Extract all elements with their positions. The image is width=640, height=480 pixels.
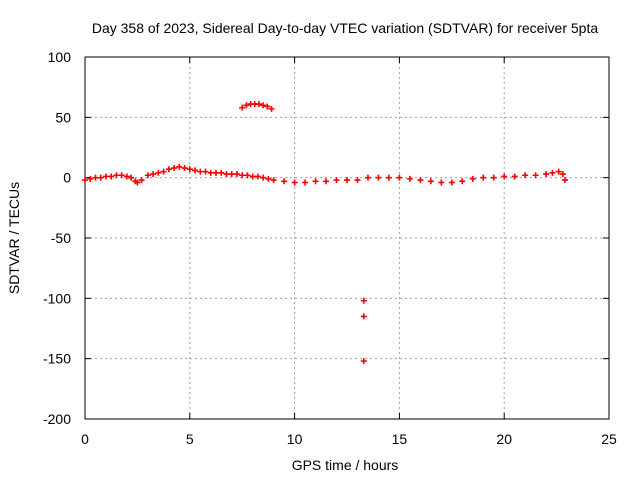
data-point (360, 313, 367, 320)
data-point (118, 172, 125, 179)
data-point (87, 175, 94, 182)
data-point (207, 169, 214, 176)
data-point (160, 168, 167, 175)
data-point (385, 174, 392, 181)
data-point (268, 105, 275, 112)
y-tick-label: 0 (63, 170, 71, 186)
data-point (144, 172, 151, 179)
data-point (264, 103, 271, 110)
data-point (197, 168, 204, 175)
data-point (549, 169, 556, 176)
data-point (239, 172, 246, 179)
data-point (501, 173, 508, 180)
data-point (202, 168, 209, 175)
data-point (186, 166, 193, 173)
data-point (364, 174, 371, 181)
data-point (532, 172, 539, 179)
data-point (265, 175, 272, 182)
data-point (559, 171, 566, 178)
data-point (150, 171, 157, 178)
x-axis-label: GPS time / hours (292, 457, 399, 473)
data-point (375, 174, 382, 181)
data-point (176, 163, 183, 170)
y-axis-label: SDTVAR / TECUs (6, 182, 22, 294)
data-point (312, 178, 319, 185)
grid (85, 57, 609, 419)
data-point (213, 169, 219, 176)
data-point (438, 179, 445, 186)
data-point (417, 177, 424, 184)
data-point (243, 102, 250, 109)
data-point (480, 174, 487, 181)
x-tick-label: 0 (81, 431, 89, 447)
data-point (102, 173, 109, 180)
data-point (123, 173, 130, 180)
data-point (344, 177, 350, 184)
data-point (543, 171, 550, 178)
data-point (155, 169, 162, 176)
chart-title: Day 358 of 2023, Sidereal Day-to-day VTE… (92, 20, 599, 36)
data-point (92, 174, 99, 181)
data-point (333, 177, 340, 184)
y-tick-label: 100 (48, 49, 72, 65)
data-point (239, 104, 246, 111)
data-point (302, 179, 309, 186)
data-point (223, 171, 230, 178)
data-point (427, 178, 434, 185)
data-point (171, 165, 178, 172)
data-point (108, 173, 115, 180)
y-tick-label: -100 (43, 290, 71, 306)
data-point (490, 174, 497, 181)
data-point (228, 171, 235, 178)
data-point (291, 179, 298, 186)
data-point (138, 177, 145, 184)
data-point (281, 178, 288, 185)
data-point (555, 168, 562, 175)
data-point (249, 173, 256, 180)
data-point (134, 179, 141, 186)
x-tick-label: 20 (496, 431, 512, 447)
data-point (469, 175, 476, 182)
axis-ticks: 100 50 0 -50 -100 -150 -200 0 5 10 15 20 25 (43, 49, 617, 447)
data-point (406, 175, 413, 182)
x-tick-label: 5 (186, 431, 194, 447)
data-point (128, 174, 135, 181)
data-point (448, 179, 455, 186)
data-point (511, 173, 518, 180)
data-points (82, 101, 568, 365)
data-point (113, 172, 120, 179)
data-point (244, 172, 251, 179)
data-point (260, 174, 267, 181)
data-point (97, 174, 104, 181)
x-tick-label: 10 (287, 431, 303, 447)
data-point (260, 102, 267, 109)
data-point (360, 358, 367, 365)
y-tick-label: -50 (51, 230, 71, 246)
y-tick-label: -200 (43, 411, 71, 427)
data-point (218, 169, 225, 176)
y-tick-label: 50 (55, 109, 71, 125)
data-point (522, 172, 529, 179)
data-point (270, 177, 277, 184)
data-point (360, 297, 367, 304)
data-point (323, 178, 330, 185)
y-tick-label: -150 (43, 351, 71, 367)
data-point (165, 166, 172, 173)
data-point (192, 167, 199, 174)
data-point (354, 177, 361, 184)
data-point (233, 171, 240, 178)
data-point (459, 178, 466, 185)
x-tick-label: 25 (601, 431, 617, 447)
data-point (255, 101, 262, 108)
data-point (396, 174, 403, 181)
data-point (254, 173, 261, 180)
data-point (181, 165, 188, 172)
data-point (561, 177, 568, 184)
data-point (82, 177, 88, 184)
x-tick-label: 15 (392, 431, 408, 447)
